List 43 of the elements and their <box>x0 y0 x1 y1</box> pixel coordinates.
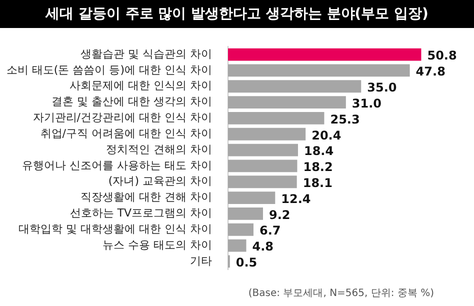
data-label: 18.2 <box>303 160 333 174</box>
bar <box>228 176 297 188</box>
chart-title: 세대 갈등이 주로 많이 발생한다고 생각하는 분야(부모 입장) <box>0 0 474 28</box>
data-label: 18.1 <box>302 176 332 190</box>
data-label: 50.8 <box>427 48 457 63</box>
data-label: 12.4 <box>281 192 311 206</box>
y-tick-label: (자녀) 교육관의 차이 <box>108 174 212 188</box>
data-label: 18.4 <box>304 144 334 158</box>
bar <box>228 80 362 93</box>
y-tick-label: 선호하는 TV프로그램의 차이 <box>70 206 212 220</box>
y-tick-label: 대학입학 및 대학생활에 대한 인식 차이 <box>18 222 212 236</box>
data-label: 4.8 <box>252 240 274 254</box>
bar <box>228 160 298 172</box>
data-label: 9.2 <box>268 208 290 222</box>
bar <box>228 207 263 220</box>
bar <box>228 112 324 124</box>
data-label: 25.3 <box>330 112 360 126</box>
data-label: 31.0 <box>352 96 382 110</box>
y-tick-label: 사회문제에 대한 인식의 차이 <box>70 79 212 92</box>
y-tick-label: 취업/구직 어려움에 대한 인식 차이 <box>40 126 212 140</box>
y-tick-label: 유행어나 신조어를 사용하는 태도 차이 <box>22 158 212 172</box>
bar <box>228 239 246 252</box>
y-tick-label: 자기관리/건강관리에 대한 인식 차이 <box>32 111 212 124</box>
bar <box>228 192 276 204</box>
y-tick-label: 기타 <box>190 254 212 268</box>
bar <box>228 144 298 156</box>
data-label: 47.8 <box>416 64 446 79</box>
bar <box>228 96 346 109</box>
y-tick-label: 소비 태도(돈 씀씀이 등)에 대한 인식 차이 <box>6 63 212 76</box>
bar <box>228 48 422 61</box>
y-tick-label: 정치적인 견해의 차이 <box>106 142 212 156</box>
data-label: 35.0 <box>367 80 397 95</box>
y-tick-label: 결혼 및 출산에 대한 생각의 차이 <box>52 95 212 108</box>
y-tick-label: 뉴스 수용 태도의 차이 <box>102 238 212 252</box>
y-tick-label: 직장생활에 대한 견해 차이 <box>80 190 212 204</box>
data-label: 20.4 <box>312 128 342 142</box>
bar <box>228 64 410 77</box>
text: (Base: 부모세대, N=565, 단위: 중복 %) <box>247 287 435 300</box>
data-label: 0.5 <box>236 256 258 270</box>
bar <box>228 128 306 140</box>
y-tick-label: 생활습관 및 식습관의 차이 <box>80 47 212 60</box>
data-label: 6.7 <box>259 224 281 238</box>
bar <box>228 223 254 236</box>
